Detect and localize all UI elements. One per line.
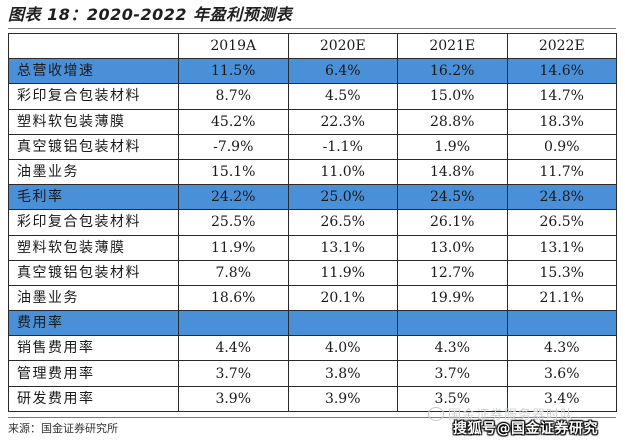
- value-cell: 14.6%: [506, 58, 617, 85]
- value-cell: 4.3%: [397, 335, 508, 362]
- value-cell: 25.5%: [178, 209, 289, 236]
- value-cell: 14.7%: [506, 83, 617, 110]
- value-cell: 3.9%: [178, 385, 289, 412]
- value-cell: [397, 310, 508, 337]
- source-rule: [8, 417, 616, 418]
- section-row: 毛利率 24.2% 25.0% 24.5% 24.8%: [8, 184, 617, 211]
- section-row: 费用率: [8, 310, 617, 337]
- value-cell: 3.4%: [506, 385, 617, 412]
- value-cell: 3.9%: [287, 385, 398, 412]
- table-row: 管理费用率 3.7% 3.8% 3.7% 3.6%: [8, 360, 617, 387]
- value-cell: 13.1%: [506, 234, 617, 261]
- title-rule: [8, 28, 616, 29]
- value-cell: 25.0%: [287, 184, 398, 211]
- value-cell: 18.3%: [506, 108, 617, 135]
- value-cell: 11.0%: [287, 158, 398, 186]
- row-label: 管理费用率: [8, 360, 179, 387]
- row-label: 彩印复合包装材料: [8, 209, 179, 236]
- row-label: 真空镀铝包装材料: [8, 133, 179, 160]
- value-cell: 3.7%: [397, 360, 508, 387]
- value-cell: [506, 310, 617, 337]
- value-cell: 11.9%: [178, 234, 289, 261]
- value-cell: 4.3%: [506, 335, 617, 362]
- value-cell: 16.2%: [397, 58, 508, 85]
- value-cell: 11.7%: [506, 158, 617, 186]
- value-cell: 11.9%: [287, 259, 398, 286]
- header-corner-cell: [8, 32, 179, 60]
- header-row: 2019A 2020E 2021E 2022E: [8, 32, 617, 60]
- header-year-cell: 2019A: [178, 32, 289, 60]
- value-cell: 3.8%: [287, 360, 398, 387]
- value-cell: 3.6%: [506, 360, 617, 387]
- value-cell: 19.9%: [397, 284, 508, 312]
- value-cell: 4.5%: [287, 83, 398, 110]
- value-cell: 24.5%: [397, 184, 508, 211]
- value-cell: 26.5%: [506, 209, 617, 236]
- watermark-top: 国金证券服务器时队: [428, 404, 574, 423]
- table-row: 研发费用率 3.9% 3.9% 3.5% 3.4%: [8, 385, 617, 412]
- wechat-icon: [428, 407, 444, 421]
- value-cell: 11.5%: [178, 58, 289, 85]
- row-label: 塑料软包装薄膜: [8, 234, 179, 261]
- value-cell: 7.8%: [178, 259, 289, 286]
- value-cell: 24.2%: [178, 184, 289, 211]
- value-cell: 14.8%: [397, 158, 508, 186]
- figure-title: 图表 18：2020-2022 年盈利预测表: [8, 5, 293, 24]
- value-cell: 15.0%: [397, 83, 508, 110]
- watermark-top-text: 国金证券服务器时队: [448, 408, 575, 423]
- value-cell: 24.8%: [506, 184, 617, 211]
- value-cell: [287, 310, 398, 337]
- row-label: 研发费用率: [8, 385, 179, 412]
- value-cell: 26.5%: [287, 209, 398, 236]
- value-cell: 28.8%: [397, 108, 508, 135]
- value-cell: 0.9%: [506, 133, 617, 160]
- value-cell: 13.1%: [287, 234, 398, 261]
- value-cell: 18.6%: [178, 284, 289, 312]
- header-year-cell: 2021E: [397, 32, 508, 60]
- table-row: 油墨业务 18.6% 20.1% 19.9% 21.1%: [8, 284, 617, 312]
- table-row: 真空镀铝包装材料 7.8% 11.9% 12.7% 15.3%: [8, 259, 617, 286]
- table-row: 销售费用率 4.4% 4.0% 4.3% 4.3%: [8, 335, 617, 362]
- row-label: 销售费用率: [8, 335, 179, 362]
- value-cell: 8.7%: [178, 83, 289, 110]
- source-note: 来源：国金证券研究所: [8, 422, 118, 435]
- value-cell: [178, 310, 289, 337]
- value-cell: 15.3%: [506, 259, 617, 286]
- value-cell: 26.1%: [397, 209, 508, 236]
- earnings-forecast-table: 2019A 2020E 2021E 2022E 总营收增速 11.5% 6.4% 16.2% 1…: [8, 32, 617, 412]
- table-row: 彩印复合包装材料 25.5% 26.5% 26.1% 26.5%: [8, 209, 617, 236]
- row-label: 真空镀铝包装材料: [8, 259, 179, 286]
- value-cell: 4.4%: [178, 335, 289, 362]
- value-cell: -7.9%: [178, 133, 289, 160]
- row-label: 油墨业务: [8, 284, 179, 312]
- header-year-cell: 2022E: [506, 32, 617, 60]
- value-cell: 20.1%: [287, 284, 398, 312]
- value-cell: 4.0%: [287, 335, 398, 362]
- table-row: 油墨业务 15.1% 11.0% 14.8% 11.7%: [8, 158, 617, 186]
- value-cell: 15.1%: [178, 158, 289, 186]
- value-cell: 6.4%: [287, 58, 398, 85]
- row-label: 总营收增速: [8, 58, 179, 85]
- value-cell: 22.3%: [287, 108, 398, 135]
- row-label: 毛利率: [8, 184, 179, 211]
- table-row: 真空镀铝包装材料 -7.9% -1.1% 1.9% 0.9%: [8, 133, 617, 160]
- row-label: 费用率: [8, 310, 179, 337]
- row-label: 塑料软包装薄膜: [8, 108, 179, 135]
- row-label: 彩印复合包装材料: [8, 83, 179, 110]
- row-label: 油墨业务: [8, 158, 179, 186]
- value-cell: 3.5%: [397, 385, 508, 412]
- value-cell: 45.2%: [178, 108, 289, 135]
- table-row: 彩印复合包装材料 8.7% 4.5% 15.0% 14.7%: [8, 83, 617, 110]
- value-cell: 12.7%: [397, 259, 508, 286]
- watermark-bottom: 搜狐号@国金证券研究: [453, 421, 598, 437]
- value-cell: 1.9%: [397, 133, 508, 160]
- table-row: 塑料软包装薄膜 11.9% 13.1% 13.0% 13.1%: [8, 234, 617, 261]
- value-cell: 21.1%: [506, 284, 617, 312]
- header-year-cell: 2020E: [287, 32, 398, 60]
- section-row: 总营收增速 11.5% 6.4% 16.2% 14.6%: [8, 58, 617, 85]
- value-cell: 13.0%: [397, 234, 508, 261]
- value-cell: -1.1%: [287, 133, 398, 160]
- table-row: 塑料软包装薄膜 45.2% 22.3% 28.8% 18.3%: [8, 108, 617, 135]
- value-cell: 3.7%: [178, 360, 289, 387]
